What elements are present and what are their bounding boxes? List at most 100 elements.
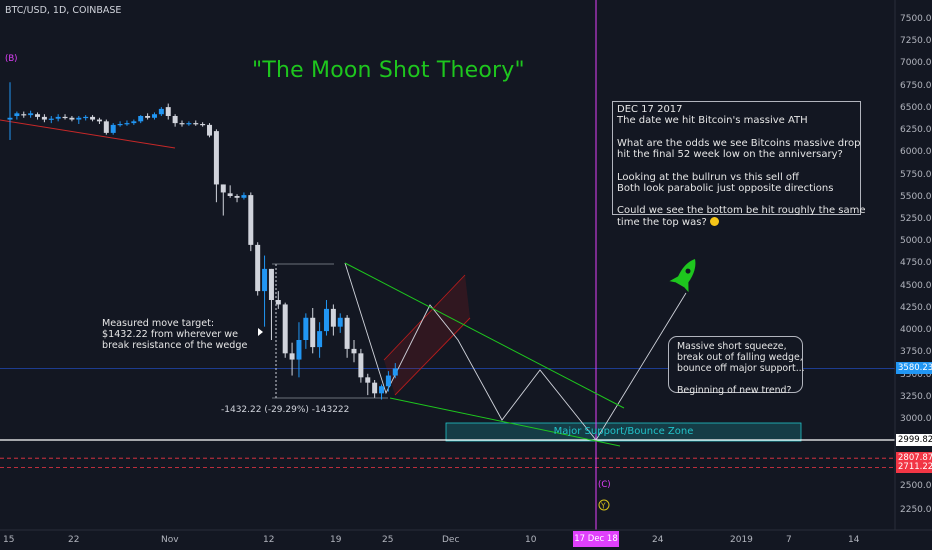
candle-body — [151, 114, 157, 118]
candle-body — [296, 340, 302, 360]
price-tag: 3580.23 — [896, 362, 932, 375]
candle-body — [207, 124, 213, 136]
wedge-upper-line — [344, 262, 625, 409]
candle-body — [344, 317, 350, 349]
candle-body — [241, 195, 247, 198]
candle-body — [317, 331, 323, 348]
wave-c-label: (C) — [598, 480, 611, 490]
candle-body — [28, 113, 34, 116]
candle-body — [55, 116, 61, 119]
candle-body — [21, 114, 27, 116]
x-tick-label: 22 — [68, 535, 80, 545]
bubble-line: Massive short squeeze, — [677, 341, 787, 352]
candle-body — [379, 386, 385, 394]
x-tick-label: 7 — [786, 535, 792, 545]
wave-y-label: Y — [600, 502, 606, 511]
y-tick-label: 4500.00 — [900, 280, 932, 291]
y-tick-label: 7250.00 — [900, 36, 932, 47]
candle-body — [372, 382, 378, 394]
x-tick-label: 2019 — [730, 535, 753, 545]
note-spacer — [617, 127, 856, 138]
candle-body — [138, 116, 144, 122]
y-tick-label: 7500.00 — [900, 14, 932, 24]
measure-line: $1432.22 from wherever we — [102, 329, 238, 340]
y-tick-label: 5500.00 — [900, 191, 932, 202]
candle-body — [365, 377, 371, 383]
rocket-fins — [669, 275, 689, 293]
candle-body — [172, 116, 178, 124]
note-line: hit the final 52 week low on the anniver… — [617, 149, 843, 161]
candle-body — [358, 353, 364, 378]
candle-body — [234, 196, 240, 198]
candle-body — [48, 118, 54, 120]
x-tick-label: 14 — [848, 535, 860, 545]
axis-layer — [0, 0, 932, 531]
x-tick-label: 10 — [525, 535, 537, 545]
y-tick-label: 6750.00 — [900, 80, 932, 91]
y-tick-label: 6250.00 — [900, 125, 932, 136]
symbol-header: BTC/USD, 1D, COINBASE — [5, 5, 122, 16]
candle-body — [392, 368, 398, 376]
red-channel-line — [394, 317, 471, 396]
candle-body — [35, 114, 41, 117]
candle-body — [289, 353, 295, 360]
note-box[interactable]: DEC 17 2017 The date we hit Bitcoin's ma… — [612, 101, 866, 228]
candle-body — [158, 108, 164, 115]
y-tick-label: 2500.00 — [900, 481, 932, 492]
candle-body — [268, 268, 274, 300]
bubble-line: bounce off major support... — [677, 363, 805, 374]
wave-y-circle — [598, 499, 610, 511]
y-tick-label: 5000.00 — [900, 236, 932, 247]
candle-body — [14, 113, 20, 116]
candle-body — [103, 121, 109, 133]
x-tick-label: Dec — [442, 535, 460, 545]
candle-body — [124, 123, 130, 125]
note-spacer — [617, 161, 856, 172]
support-zone-label: Major Support/Bounce Zone — [553, 426, 694, 437]
price-tag: 2711.22 — [896, 461, 932, 474]
measure-line: break resistance of the wedge — [102, 340, 248, 351]
x-tick-label: Nov — [161, 535, 179, 545]
bubble-line: break out of falling wedge, — [677, 352, 803, 363]
y-tick-label: 4000.00 — [900, 325, 932, 336]
note-line: Could we see the bottom be hit roughly t… — [617, 205, 866, 217]
candle-body — [193, 123, 199, 125]
candle-body — [90, 116, 96, 120]
candle-body — [76, 117, 82, 120]
measure-note[interactable]: Measured move target: $1432.22 from wher… — [102, 318, 247, 351]
y-tick-label: 4250.00 — [900, 302, 932, 313]
candle-body — [337, 317, 343, 327]
candle-body — [69, 117, 75, 120]
note-line: What are the odds we see Bitcoins massiv… — [617, 137, 861, 149]
rocket-body — [675, 258, 696, 288]
candle-body — [110, 124, 116, 133]
rocket-icon — [669, 258, 696, 293]
candle-body — [41, 116, 47, 120]
price-tag: 2807.87 — [896, 452, 932, 465]
note-line: Looking at the bullrun vs this sell off — [617, 171, 799, 183]
measure-line: Measured move target: — [102, 318, 215, 329]
rocket-window — [685, 268, 691, 274]
x-tick-label: 15 — [3, 535, 15, 545]
candle-body — [303, 317, 309, 340]
wave-path — [344, 262, 687, 441]
candle-body — [131, 121, 137, 124]
red-trendline — [0, 119, 176, 149]
candle-body — [117, 124, 123, 126]
candle-body — [83, 116, 89, 119]
candle-body — [323, 308, 329, 332]
candle-body — [262, 268, 268, 292]
x-tick-label: 24 — [652, 535, 664, 545]
bubble-spacer — [677, 374, 794, 385]
candle-body — [200, 124, 206, 126]
candle-body — [186, 123, 192, 125]
candle-body — [145, 116, 151, 118]
vertical-line-date-label: 17 Dec 18 — [573, 531, 619, 547]
red-channel-line — [383, 274, 466, 361]
callout-bubble[interactable]: Massive short squeeze, break out of fall… — [668, 336, 805, 396]
candle-body — [248, 195, 254, 245]
candle-body — [96, 119, 102, 122]
drawing-layer: (B) (C) Y — [0, 0, 895, 530]
